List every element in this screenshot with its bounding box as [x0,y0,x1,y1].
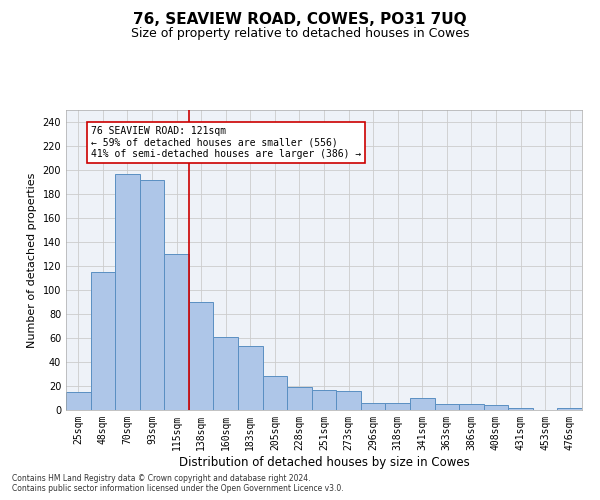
Bar [164,254,189,410]
Bar [459,404,484,410]
Bar [410,398,434,410]
Bar [214,337,238,410]
Bar [434,404,459,410]
Bar [361,403,385,410]
Bar [336,391,361,410]
Bar [238,346,263,410]
Bar [385,403,410,410]
Bar [484,405,508,410]
Text: Contains HM Land Registry data © Crown copyright and database right 2024.: Contains HM Land Registry data © Crown c… [12,474,311,483]
Bar [557,408,582,410]
Bar [263,376,287,410]
Bar [312,390,336,410]
Bar [140,180,164,410]
Bar [91,272,115,410]
X-axis label: Distribution of detached houses by size in Cowes: Distribution of detached houses by size … [179,456,469,468]
Text: 76 SEAVIEW ROAD: 121sqm
← 59% of detached houses are smaller (556)
41% of semi-d: 76 SEAVIEW ROAD: 121sqm ← 59% of detache… [91,126,361,159]
Text: Size of property relative to detached houses in Cowes: Size of property relative to detached ho… [131,28,469,40]
Text: Contains public sector information licensed under the Open Government Licence v3: Contains public sector information licen… [12,484,344,493]
Bar [508,408,533,410]
Text: 76, SEAVIEW ROAD, COWES, PO31 7UQ: 76, SEAVIEW ROAD, COWES, PO31 7UQ [133,12,467,28]
Bar [189,302,214,410]
Y-axis label: Number of detached properties: Number of detached properties [27,172,37,348]
Bar [115,174,140,410]
Bar [287,387,312,410]
Bar [66,392,91,410]
